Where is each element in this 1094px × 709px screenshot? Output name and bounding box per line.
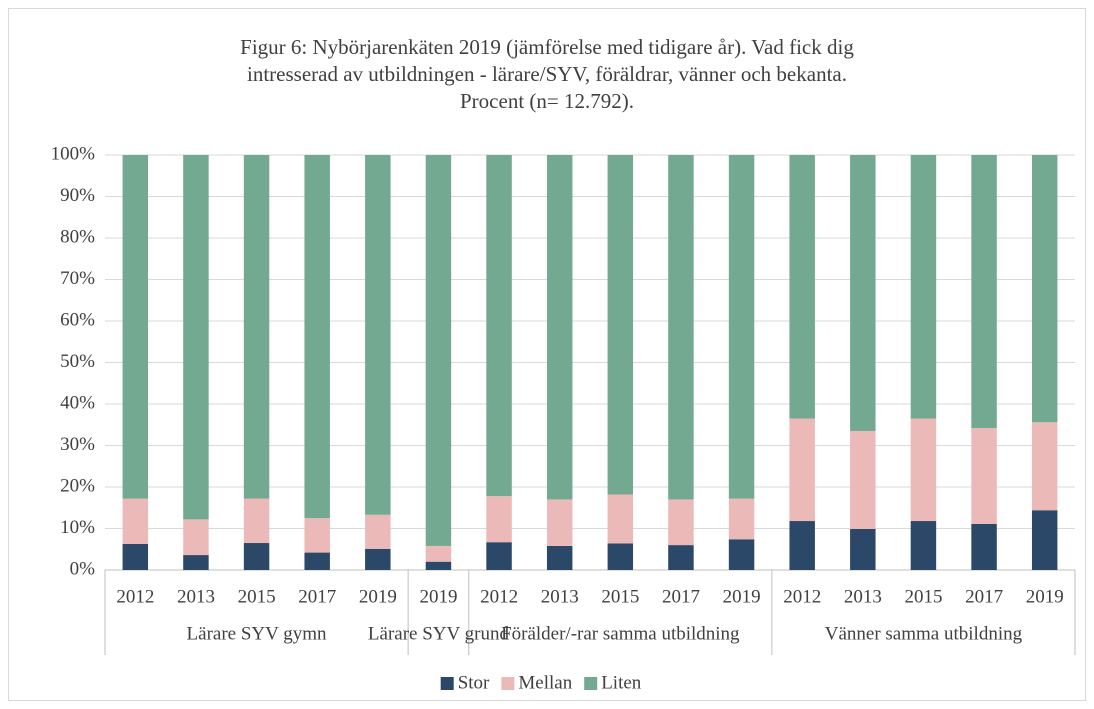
bar-segment xyxy=(850,155,876,431)
x-tick-label: 2012 xyxy=(116,586,154,607)
bar-segment xyxy=(243,498,270,544)
x-tick-label: 2012 xyxy=(783,586,821,607)
x-tick-label: 2019 xyxy=(359,586,397,607)
bar-segment xyxy=(183,555,209,570)
bar-segment xyxy=(486,155,512,497)
group-label: Lärare SYV gymn xyxy=(187,623,328,644)
legend-label: Mellan xyxy=(518,672,572,693)
bar-segment xyxy=(365,155,391,515)
x-tick-label: 2017 xyxy=(965,586,1003,607)
x-tick-label: 2019 xyxy=(1026,586,1064,607)
bar-segment xyxy=(304,518,330,553)
group-label: Förälder/-rar samma utbildning xyxy=(501,623,740,644)
bar-segment xyxy=(789,418,815,522)
bar-segment xyxy=(183,519,209,556)
x-tick-label: 2015 xyxy=(601,586,639,607)
bar-segment xyxy=(546,155,573,500)
y-tick-label: 80% xyxy=(60,226,95,247)
bar-segment xyxy=(122,155,149,499)
bar-segment xyxy=(971,428,997,524)
x-tick-label: 2019 xyxy=(419,586,457,607)
y-tick-label: 50% xyxy=(60,351,95,372)
bar-segment xyxy=(425,561,452,570)
bar-segment xyxy=(728,498,755,540)
x-tick-label: 2012 xyxy=(480,586,518,607)
bar-segment xyxy=(607,155,634,495)
bar-segment xyxy=(728,155,755,499)
bar-segment xyxy=(183,155,209,520)
bar-segment xyxy=(304,552,330,570)
bar-segment xyxy=(1031,155,1058,423)
legend-swatch xyxy=(584,677,598,690)
y-tick-label: 90% xyxy=(60,185,95,206)
y-tick-label: 60% xyxy=(60,309,95,330)
bar-segment xyxy=(365,514,391,549)
bar-segment xyxy=(1031,510,1058,570)
bar-segment xyxy=(971,523,997,570)
y-tick-label: 100% xyxy=(51,143,96,164)
bar-segment xyxy=(1031,422,1058,511)
y-tick-label: 40% xyxy=(60,392,95,413)
bar-segment xyxy=(425,545,452,562)
bar-segment xyxy=(789,521,815,570)
legend-swatch xyxy=(440,677,454,690)
y-tick-label: 70% xyxy=(60,268,95,289)
bar-segment xyxy=(789,155,815,419)
x-tick-label: 2013 xyxy=(541,586,579,607)
group-label: Vänner samma utbildning xyxy=(825,623,1023,644)
bar-segment xyxy=(607,494,634,544)
legend-swatch xyxy=(501,677,515,690)
bar-segment xyxy=(243,155,270,499)
bar-segment xyxy=(607,543,634,570)
bar-segment xyxy=(122,543,149,570)
bar-segment xyxy=(486,496,512,543)
bar-segment xyxy=(304,155,330,519)
bar-segment xyxy=(243,543,270,570)
bar-segment xyxy=(910,521,937,570)
bar-segment xyxy=(728,539,755,570)
bar-segment xyxy=(850,528,876,570)
bar-segment xyxy=(486,542,512,570)
x-tick-label: 2017 xyxy=(662,586,700,607)
bar-segment xyxy=(365,548,391,570)
bar-segment xyxy=(546,499,573,546)
bar-segment xyxy=(910,418,937,522)
bar-segment xyxy=(546,545,573,570)
group-label: Lärare SYV grund xyxy=(368,623,510,644)
y-tick-label: 10% xyxy=(60,517,95,538)
x-tick-label: 2013 xyxy=(177,586,215,607)
y-tick-label: 30% xyxy=(60,434,95,455)
legend-label: Liten xyxy=(601,672,642,693)
chart-title: Figur 6: Nybörjarenkäten 2019 (jämförels… xyxy=(240,35,854,113)
bar-segment xyxy=(668,155,694,500)
y-tick-label: 0% xyxy=(70,558,96,579)
x-tick-label: 2017 xyxy=(298,586,336,607)
bar-segment xyxy=(122,498,149,544)
x-tick-label: 2019 xyxy=(723,586,761,607)
x-tick-label: 2015 xyxy=(238,586,276,607)
x-tick-label: 2015 xyxy=(904,586,942,607)
y-tick-label: 20% xyxy=(60,475,95,496)
bar-segment xyxy=(668,545,694,570)
bar-segment xyxy=(668,499,694,546)
x-tick-label: 2013 xyxy=(844,586,882,607)
legend-label: Stor xyxy=(458,672,490,693)
bar-segment xyxy=(425,155,452,546)
bar-segment xyxy=(850,430,876,529)
bar-segment xyxy=(910,155,937,419)
bar-segment xyxy=(971,155,997,429)
